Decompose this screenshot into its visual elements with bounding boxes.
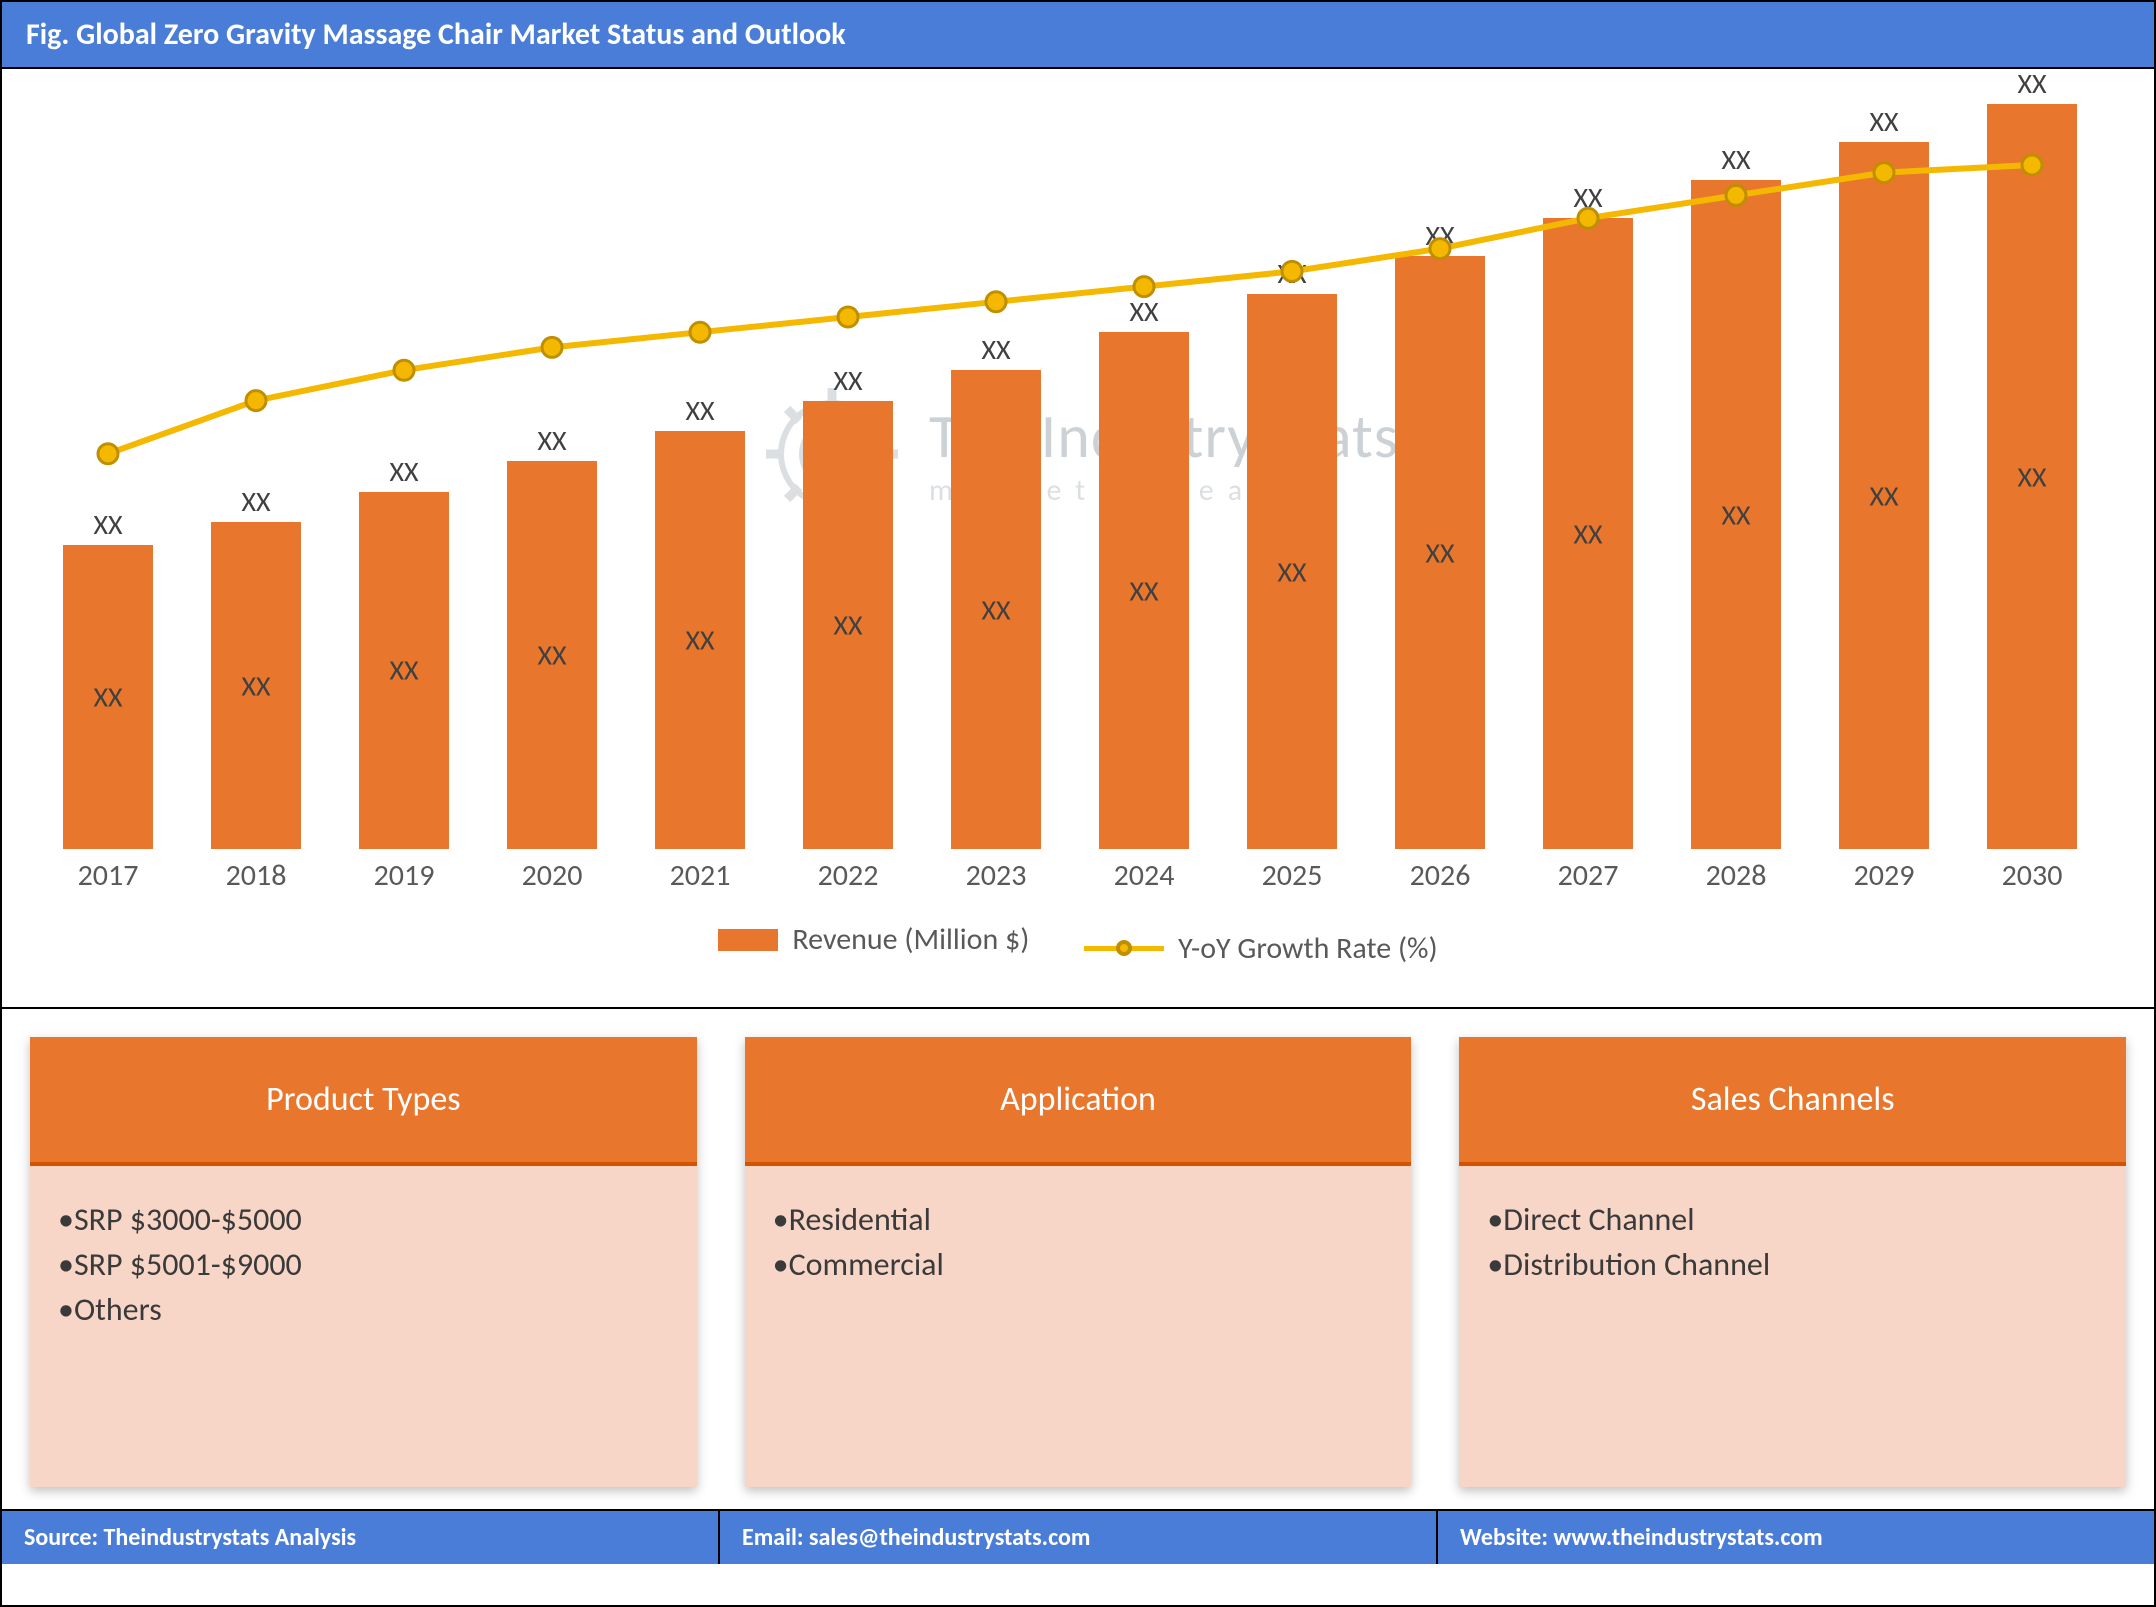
x-tick-label: 2030: [1987, 857, 2077, 894]
x-tick-label: 2024: [1099, 857, 1189, 894]
panel-body: •SRP $3000-$5000 •SRP $5001-$9000 •Others: [30, 1166, 697, 1487]
x-tick-label: 2028: [1691, 857, 1781, 894]
panel-header: Sales Channels: [1459, 1037, 2126, 1166]
panel-item: •Distribution Channel: [1487, 1245, 2098, 1284]
legend-item-revenue: Revenue (Million $): [718, 921, 1029, 958]
panel-item: •Direct Channel: [1487, 1200, 2098, 1239]
panel-header: Product Types: [30, 1037, 697, 1166]
panel-item: •Commercial: [773, 1245, 1384, 1284]
panel-body: •Direct Channel •Distribution Channel: [1459, 1166, 2126, 1487]
legend-swatch-line: [1084, 937, 1164, 959]
panel-item: •SRP $5001-$9000: [58, 1245, 669, 1284]
x-tick-label: 2022: [803, 857, 893, 894]
plot-region: The Industry Stats market research XXXXX…: [48, 89, 2108, 849]
footer-source-value: Theindustrystats Analysis: [104, 1523, 357, 1552]
x-tick-label: 2026: [1395, 857, 1485, 894]
x-tick-label: 2018: [211, 857, 301, 894]
chart-area: The Industry Stats market research XXXXX…: [2, 69, 2154, 1009]
growth-line: [48, 89, 2108, 849]
x-tick-label: 2023: [951, 857, 1041, 894]
footer-website-label: Website:: [1460, 1523, 1553, 1552]
x-tick-label: 2025: [1247, 857, 1337, 894]
x-tick-label: 2019: [359, 857, 449, 894]
x-axis: 2017 2018 2019 2020 2021 2022 2023 2024 2025 2026…: [48, 857, 2108, 907]
legend-item-growth: Y-oY Growth Rate (%): [1084, 930, 1437, 967]
legend: Revenue (Million $) Y-oY Growth Rate (%): [42, 907, 2114, 975]
panel-header: Application: [745, 1037, 1412, 1166]
panel-body: •Residential •Commercial: [745, 1166, 1412, 1487]
x-tick-label: 2029: [1839, 857, 1929, 894]
legend-label-growth: Y-oY Growth Rate (%): [1178, 930, 1437, 967]
category-panels: Product Types •SRP $3000-$5000 •SRP $5001-…: [2, 1009, 2154, 1509]
footer-email-label: Email:: [742, 1523, 809, 1552]
panel-item: •Others: [58, 1290, 669, 1329]
footer-website: Website: www.theindustrystats.com: [1438, 1511, 2154, 1564]
panel-item: •SRP $3000-$5000: [58, 1200, 669, 1239]
legend-label-revenue: Revenue (Million $): [792, 921, 1029, 958]
figure-title: Fig. Global Zero Gravity Massage Chair M…: [2, 2, 2154, 69]
category-panel: Sales Channels •Direct Channel •Distributi…: [1459, 1037, 2126, 1487]
footer: Source: Theindustrystats Analysis Email:…: [2, 1509, 2154, 1564]
footer-email: Email: sales@theindustrystats.com: [720, 1511, 1438, 1564]
x-tick-label: 2021: [655, 857, 745, 894]
x-tick-label: 2017: [63, 857, 153, 894]
footer-source-label: Source:: [24, 1523, 104, 1552]
x-tick-label: 2020: [507, 857, 597, 894]
category-panel: Application •Residential •Commercial: [745, 1037, 1412, 1487]
x-tick-label: 2027: [1543, 857, 1633, 894]
category-panel: Product Types •SRP $3000-$5000 •SRP $5001-…: [30, 1037, 697, 1487]
legend-swatch-bar: [718, 929, 778, 951]
footer-email-value: sales@theindustrystats.com: [809, 1523, 1091, 1552]
footer-website-value: www.theindustrystats.com: [1553, 1523, 1822, 1552]
panel-item: •Residential: [773, 1200, 1384, 1239]
footer-source: Source: Theindustrystats Analysis: [2, 1511, 720, 1564]
